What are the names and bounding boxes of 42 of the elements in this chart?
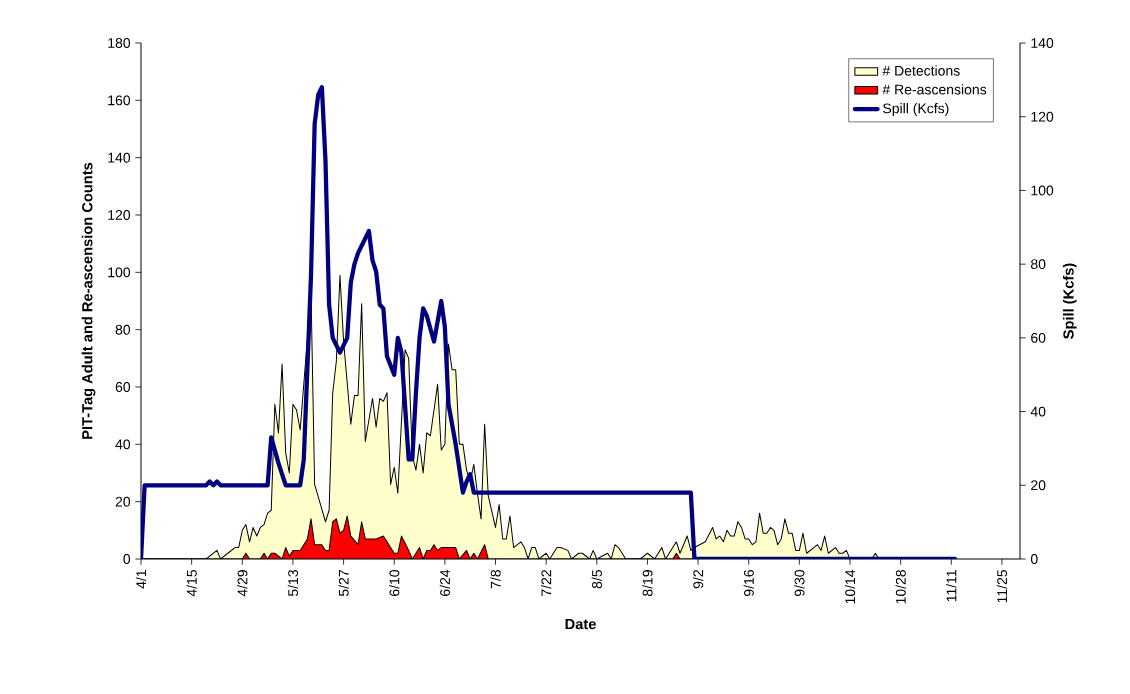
x-tick-label: 9/16 (743, 570, 754, 596)
y-tick-label: 60 (115, 382, 131, 392)
x-tick-label: 7/22 (541, 570, 552, 596)
x-tick-label: 7/8 (490, 570, 501, 589)
y-tick-label: 120 (108, 210, 131, 220)
x-tick-label: 5/27 (338, 570, 349, 597)
y-tick-label: 160 (108, 95, 131, 106)
x-tick-label: 4/29 (237, 570, 248, 597)
x-tick-label: 10/14 (844, 569, 856, 604)
legend-label: # Detections (882, 65, 960, 76)
y2-tick-label: 100 (1031, 185, 1054, 196)
x-tick-label: 5/13 (287, 570, 299, 597)
legend-label: # Re-ascensions (882, 84, 987, 95)
y-tick-label: 180 (108, 38, 131, 48)
legend-label: Spill (Kcfs) (883, 103, 949, 117)
y-tick-label: 40 (115, 439, 131, 450)
x-tick-label: 6/24 (439, 569, 451, 596)
y2-tick-label: 60 (1031, 332, 1046, 343)
y2-tick-label: 120 (1031, 111, 1054, 122)
y-tick-label: 80 (115, 324, 131, 335)
x-tick-label: 4/1 (135, 570, 147, 589)
x-tick-label: 9/2 (692, 570, 704, 589)
y2-tick-label: 40 (1030, 406, 1046, 417)
y2-tick-label: 0 (1030, 554, 1038, 564)
x-tick-label: 11/25 (996, 570, 1008, 603)
y2-tick-label: 20 (1031, 480, 1046, 491)
x-tick-label: 6/10 (389, 569, 400, 596)
y-tick-label: 20 (115, 496, 131, 507)
x-tick-label: 11/11 (946, 570, 957, 602)
y2-tick-label: 80 (1031, 259, 1046, 270)
x-tick-label: 8/19 (642, 570, 653, 597)
y2-axis-title: Spill (Kcfs) (1062, 263, 1077, 339)
y2-tick-label: 140 (1031, 38, 1054, 48)
x-tick-label: 10/28 (895, 570, 906, 604)
x-tick-label: 8/5 (591, 569, 602, 589)
y-axis-title: PIT-Tag Adult and Re-ascension Counts (81, 162, 96, 439)
y-tick-label: 0 (123, 554, 131, 564)
y-tick-label: 140 (108, 152, 131, 163)
x-tick-label: 9/30 (794, 569, 805, 596)
x-tick-label: 4/15 (186, 570, 197, 597)
x-axis-title: Date (565, 618, 596, 630)
y-tick-label: 100 (108, 267, 131, 278)
